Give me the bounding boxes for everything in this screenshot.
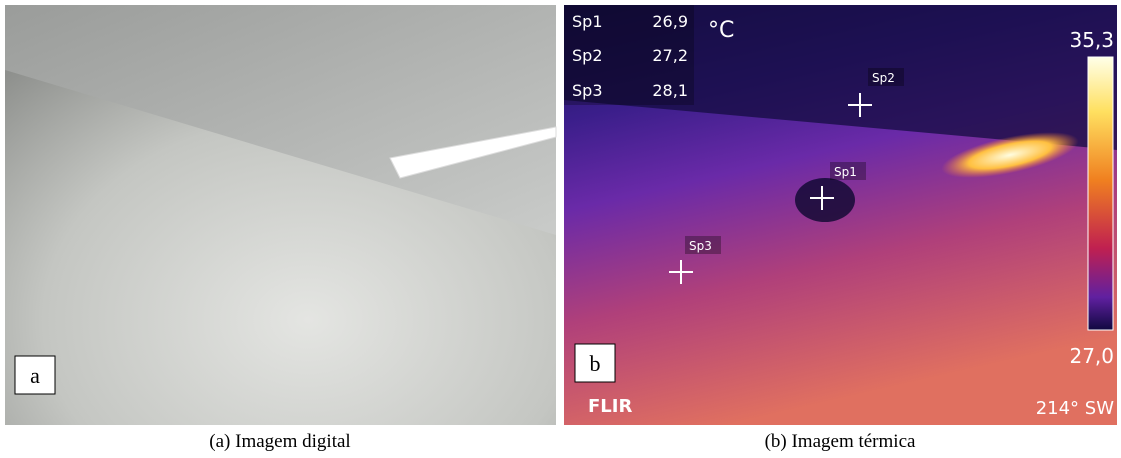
- panel-label: a: [30, 363, 40, 388]
- caption: (a) Imagem digital: [209, 431, 350, 452]
- cold-spot: [795, 178, 855, 222]
- scale-max: 35,3: [1069, 28, 1114, 52]
- color-scale: [1088, 57, 1113, 330]
- spot-name: Sp2: [572, 46, 603, 65]
- spot-tag: Sp1: [834, 165, 857, 179]
- unit: °C: [708, 18, 734, 43]
- spot-value: 28,1: [652, 81, 688, 100]
- spot-name: Sp3: [572, 81, 603, 100]
- compass: 214° SW: [1036, 398, 1115, 419]
- spot-value: 27,2: [652, 46, 688, 65]
- panel-label: b: [590, 351, 601, 376]
- brand: FLIR: [588, 396, 632, 417]
- spot-tag: Sp3: [689, 239, 712, 253]
- thermal-image: Sp1 26,9 Sp2 27,2 Sp3 28,1 °C 35,3 27,0 …: [564, 5, 1117, 425]
- spot-tag: Sp2: [872, 71, 895, 85]
- spot-value: 26,9: [652, 12, 688, 31]
- scale-min: 27,0: [1069, 344, 1114, 368]
- figure: a Sp1 26,9 Sp2 27,2 Sp3 28,1 °C 35,3 27,…: [0, 0, 1121, 458]
- digital-image: a: [5, 5, 556, 425]
- spot-name: Sp1: [572, 12, 603, 31]
- caption: (b) Imagem térmica: [765, 431, 916, 452]
